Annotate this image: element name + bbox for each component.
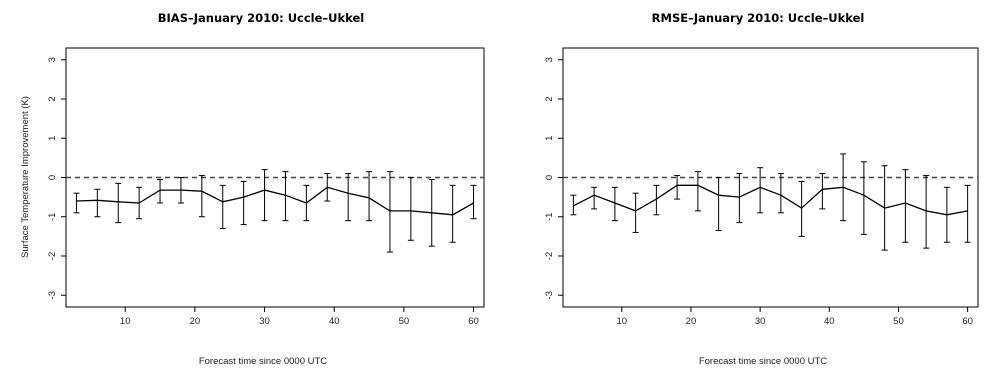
rmse-chart-panel: RMSE–January 2010: Uccle–Ukkel Forecast … bbox=[499, 0, 998, 372]
rmse-x-tick-label: 40 bbox=[824, 316, 835, 327]
rmse-x-tick-label: 60 bbox=[962, 316, 973, 327]
rmse-y-tick-label: -2 bbox=[544, 252, 555, 260]
rmse-series-line bbox=[573, 184, 968, 216]
bias-y-tick-label: -3 bbox=[47, 291, 58, 299]
bias-y-tick-label: 1 bbox=[47, 136, 58, 141]
bias-y-tick-label: 0 bbox=[47, 175, 58, 180]
bias-x-tick-label: 60 bbox=[468, 316, 479, 327]
bias-x-axis-label: Forecast time since 0000 UTC bbox=[199, 356, 327, 367]
bias-y-tick-label: 3 bbox=[47, 57, 58, 62]
bias-x-tick-label: 10 bbox=[120, 316, 131, 327]
rmse-y-tick-label: -3 bbox=[544, 291, 555, 299]
rmse-x-axis-label: Forecast time since 0000 UTC bbox=[699, 356, 827, 367]
bias-x-tick-label: 40 bbox=[329, 316, 340, 327]
rmse-x-tick-label: 10 bbox=[617, 316, 628, 327]
bias-chart-panel: BIAS–January 2010: Uccle–Ukkel Forecast … bbox=[20, 11, 485, 367]
rmse-x-tick-label: 50 bbox=[893, 316, 904, 327]
bias-x-tick-label: 30 bbox=[259, 316, 270, 327]
bias-y-tick-label: 2 bbox=[47, 96, 58, 101]
bias-chart-title: BIAS–January 2010: Uccle–Ukkel bbox=[158, 11, 364, 25]
rmse-chart: RMSE–January 2010: Uccle–Ukkel Forecast … bbox=[544, 11, 979, 367]
bias-y-tick-label: -2 bbox=[47, 252, 58, 260]
rmse-y-tick-label: -1 bbox=[544, 213, 555, 221]
bias-chart: BIAS–January 2010: Uccle–Ukkel Forecast … bbox=[20, 11, 485, 367]
rmse-x-tick-label: 20 bbox=[686, 316, 697, 327]
bias-x-tick-label: 50 bbox=[399, 316, 410, 327]
rmse-x-tick-label: 30 bbox=[755, 316, 766, 327]
bias-x-tick-label: 20 bbox=[190, 316, 201, 327]
bias-y-tick-label: -1 bbox=[47, 213, 58, 221]
rmse-chart-title: RMSE–January 2010: Uccle–Ukkel bbox=[652, 11, 865, 25]
bias-series-line bbox=[76, 186, 474, 216]
rmse-y-tick-label: 1 bbox=[544, 136, 555, 141]
rmse-y-tick-label: 0 bbox=[544, 175, 555, 180]
bias-y-axis-label: Surface Temperature Improvement (K) bbox=[20, 96, 31, 258]
rmse-y-tick-label: 3 bbox=[544, 57, 555, 62]
rmse-y-tick-label: 2 bbox=[544, 96, 555, 101]
